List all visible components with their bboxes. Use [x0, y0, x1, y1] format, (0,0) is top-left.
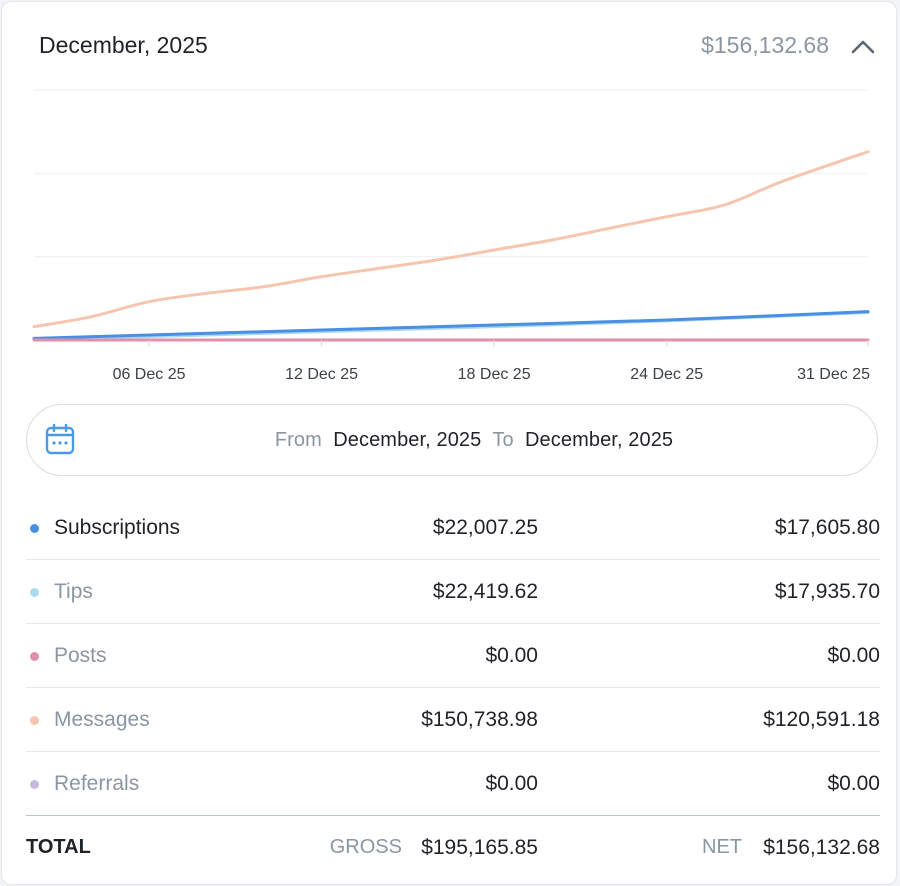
- date-range-text: From December, 2025 To December, 2025: [27, 429, 877, 452]
- row-gross: $22,007.25: [432, 516, 538, 539]
- row-gross: $22,419.62: [432, 580, 538, 603]
- total-label: TOTAL: [26, 836, 91, 858]
- x-tick-label: 24 Dec 25: [630, 366, 703, 383]
- collapse-button[interactable]: [848, 32, 878, 60]
- earnings-chart[interactable]: 06 Dec 25 12 Dec 25 18 Dec 25 24 Dec 25 31 D…: [2, 82, 896, 392]
- row-label: Messages: [54, 708, 150, 731]
- x-tick-label: 31 Dec 25: [797, 366, 870, 383]
- header-total: $156,132.68: [701, 32, 829, 58]
- x-tick-label: 12 Dec 25: [285, 366, 358, 383]
- net-caption: NET: [702, 836, 742, 858]
- chevron-up-icon: [851, 40, 875, 54]
- row-net: $0.00: [827, 772, 880, 795]
- row-label: Posts: [54, 644, 107, 667]
- legend-dot: [30, 524, 39, 533]
- from-value: December, 2025: [333, 429, 482, 451]
- period-title: December, 2025: [39, 32, 208, 58]
- to-label: To: [492, 429, 514, 451]
- gross-caption: GROSS: [329, 836, 402, 858]
- totals-row: TOTAL GROSS $195,165.85 NET $156,132.68: [26, 818, 880, 876]
- row-messages[interactable]: Messages $150,738.98 $120,591.18: [26, 688, 880, 752]
- row-tips[interactable]: Tips $22,419.62 $17,935.70: [26, 560, 880, 624]
- to-value: December, 2025: [525, 429, 674, 451]
- row-gross: $150,738.98: [421, 708, 538, 731]
- earnings-breakdown: Subscriptions $22,007.25 $17,605.80 Tips…: [26, 496, 880, 816]
- row-label: Subscriptions: [54, 516, 181, 539]
- legend-dot: [30, 780, 39, 789]
- calendar-icon: [45, 423, 75, 455]
- series-line-subscriptions: [32, 310, 870, 340]
- from-label: From: [274, 429, 322, 451]
- row-subscriptions[interactable]: Subscriptions $22,007.25 $17,605.80: [26, 496, 880, 560]
- row-label: Tips: [54, 580, 93, 603]
- chart-svg: 06 Dec 25 12 Dec 25 18 Dec 25 24 Dec 25 31 D…: [32, 89, 870, 383]
- x-tick-label: 18 Dec 25: [458, 366, 531, 383]
- legend-dot: [30, 716, 39, 725]
- net-total: $156,132.68: [763, 836, 880, 859]
- x-tick-label: 06 Dec 25: [113, 366, 186, 383]
- date-range-selector[interactable]: From December, 2025 To December, 2025: [26, 404, 878, 476]
- row-net: $0.00: [827, 644, 880, 667]
- row-gross: $0.00: [485, 644, 538, 667]
- series-line-messages: [32, 150, 870, 329]
- row-net: $17,605.80: [774, 516, 880, 539]
- gross-total: $195,165.85: [421, 836, 538, 859]
- legend-dot: [30, 588, 39, 597]
- legend-dot: [30, 652, 39, 661]
- row-posts[interactable]: Posts $0.00 $0.00: [26, 624, 880, 688]
- row-net: $17,935.70: [774, 580, 880, 603]
- card-header[interactable]: December, 2025 $156,132.68: [2, 2, 896, 90]
- row-gross: $0.00: [485, 772, 538, 795]
- row-label: Referrals: [54, 772, 140, 795]
- row-referrals[interactable]: Referrals $0.00 $0.00: [26, 752, 880, 816]
- row-net: $120,591.18: [763, 708, 880, 731]
